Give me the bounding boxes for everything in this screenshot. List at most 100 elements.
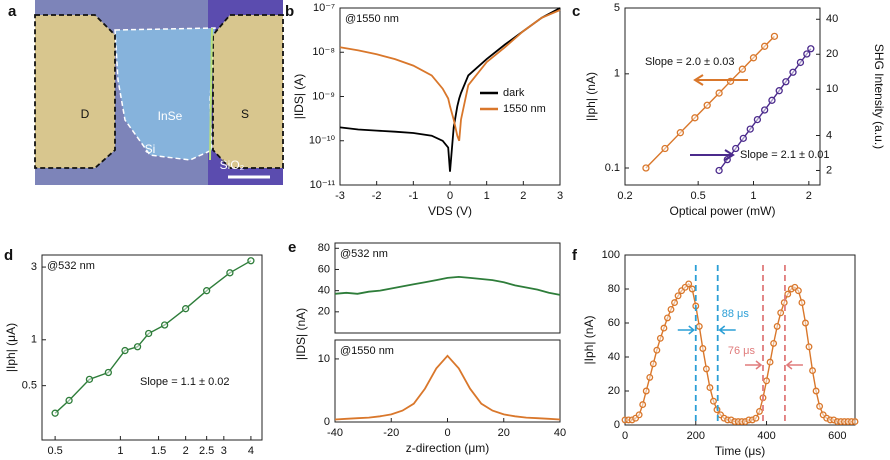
y-tick-label: 60 xyxy=(608,317,620,329)
point xyxy=(809,367,816,375)
annotation: @1550 nm xyxy=(340,345,394,357)
point xyxy=(121,346,129,355)
panel-label: d xyxy=(4,247,13,264)
point xyxy=(777,309,785,317)
point xyxy=(812,387,820,395)
x-tick-label: 20 xyxy=(498,427,510,439)
point xyxy=(203,287,211,295)
point xyxy=(761,106,769,114)
y-tick-label: 40 xyxy=(608,351,620,363)
y-tick-label: 10⁻⁷ xyxy=(313,2,335,14)
point xyxy=(656,334,664,342)
point xyxy=(676,129,684,137)
point xyxy=(732,144,740,153)
x-tick-label: -3 xyxy=(335,190,345,202)
point xyxy=(761,42,769,50)
x-tick-label: 0 xyxy=(622,430,628,442)
point xyxy=(104,368,112,377)
y-tick-label: 10⁻¹¹ xyxy=(310,179,336,191)
point xyxy=(802,319,809,327)
plot-frame xyxy=(624,254,856,426)
x-tick-label: 0 xyxy=(444,427,450,439)
point xyxy=(642,387,650,395)
label: D xyxy=(81,107,90,121)
y2-tick-label: 4 xyxy=(826,129,832,141)
point xyxy=(133,343,142,351)
point xyxy=(181,305,190,313)
chart-panel: 0 200 400 600 0 20 40 60 80 100 f Time (μs) |Iph| (n… xyxy=(572,247,859,458)
arrow xyxy=(690,149,735,161)
x-tick-label: 1 xyxy=(484,190,490,202)
point xyxy=(65,396,73,405)
drain-electrode xyxy=(34,14,116,169)
x-tick-label: 3 xyxy=(557,190,563,202)
x-tick-label: -1 xyxy=(408,190,418,202)
point xyxy=(752,414,760,422)
y-tick-label: 60 xyxy=(318,263,330,275)
point xyxy=(851,418,859,426)
point xyxy=(695,322,703,330)
line xyxy=(334,354,561,421)
point xyxy=(667,305,675,313)
y-tick-label: 10⁻¹⁰ xyxy=(309,135,336,147)
line xyxy=(339,7,561,172)
point xyxy=(685,280,693,288)
point xyxy=(739,134,747,142)
x-tick-label: 2 xyxy=(520,190,526,202)
plot-frame xyxy=(334,242,561,334)
y-axis-label: |Iph| (μA) xyxy=(4,323,18,372)
x-tick-label: 2 xyxy=(183,445,189,457)
x-tick-label: -2 xyxy=(372,190,382,202)
panel-label: a xyxy=(8,3,17,20)
point xyxy=(775,87,783,95)
legend-label: dark xyxy=(503,87,525,99)
point xyxy=(789,68,797,76)
point xyxy=(691,114,699,122)
x-tick-label: 600 xyxy=(828,430,846,442)
annotation: @532 nm xyxy=(47,260,95,272)
line xyxy=(339,9,561,142)
point xyxy=(706,384,714,392)
y2-tick-label: 10 xyxy=(826,83,838,95)
legend-label: 1550 nm xyxy=(503,103,546,115)
point xyxy=(699,345,707,352)
plot-frame xyxy=(41,254,263,441)
chart-panel: -40 -20 0 20 40 0 10 z-direction (μm) @1550 nm xyxy=(318,339,566,455)
point xyxy=(715,89,723,97)
x-axis-label: Optical power (mW) xyxy=(669,204,775,218)
y-tick-label: 100 xyxy=(602,249,620,261)
point xyxy=(756,407,763,415)
point xyxy=(664,314,671,322)
y-tick-label: 10⁻⁹ xyxy=(312,90,335,102)
y-axis-label: |Iph| (nA) xyxy=(582,316,596,365)
x-axis-label: VDS (V) xyxy=(428,204,472,218)
plot-frame xyxy=(339,7,561,186)
point xyxy=(796,58,805,67)
edge xyxy=(209,27,213,161)
arrow xyxy=(693,74,748,86)
point xyxy=(642,164,650,172)
chart-panel: -3 -2 -1 0 1 2 3 10⁻¹¹ 10⁻¹⁰ 10⁻⁹ 10⁻⁸ 10⁻⁷ b VDS (V)… xyxy=(285,2,563,218)
y2-tick-label: 40 xyxy=(826,13,838,25)
plot-frame xyxy=(624,7,821,186)
point xyxy=(688,285,696,293)
x-tick-label: 200 xyxy=(687,430,705,442)
point xyxy=(703,101,711,109)
label: Si xyxy=(145,142,156,156)
x-tick-label: 1 xyxy=(750,190,756,202)
point xyxy=(753,115,762,124)
x-tick-label: 3 xyxy=(221,445,227,457)
point xyxy=(794,287,802,295)
source-electrode xyxy=(212,14,284,169)
point xyxy=(144,329,153,338)
point xyxy=(763,377,770,385)
x-tick-label: 0.5 xyxy=(691,190,706,202)
annotation: Slope = 1.1 ± 0.02 xyxy=(140,376,230,388)
x-tick-label: 2.5 xyxy=(199,445,214,457)
point xyxy=(710,397,717,405)
label: InSe xyxy=(158,109,183,123)
annotation: Slope = 2.0 ± 0.03 xyxy=(645,56,735,68)
y-tick-label: 40 xyxy=(318,285,330,297)
